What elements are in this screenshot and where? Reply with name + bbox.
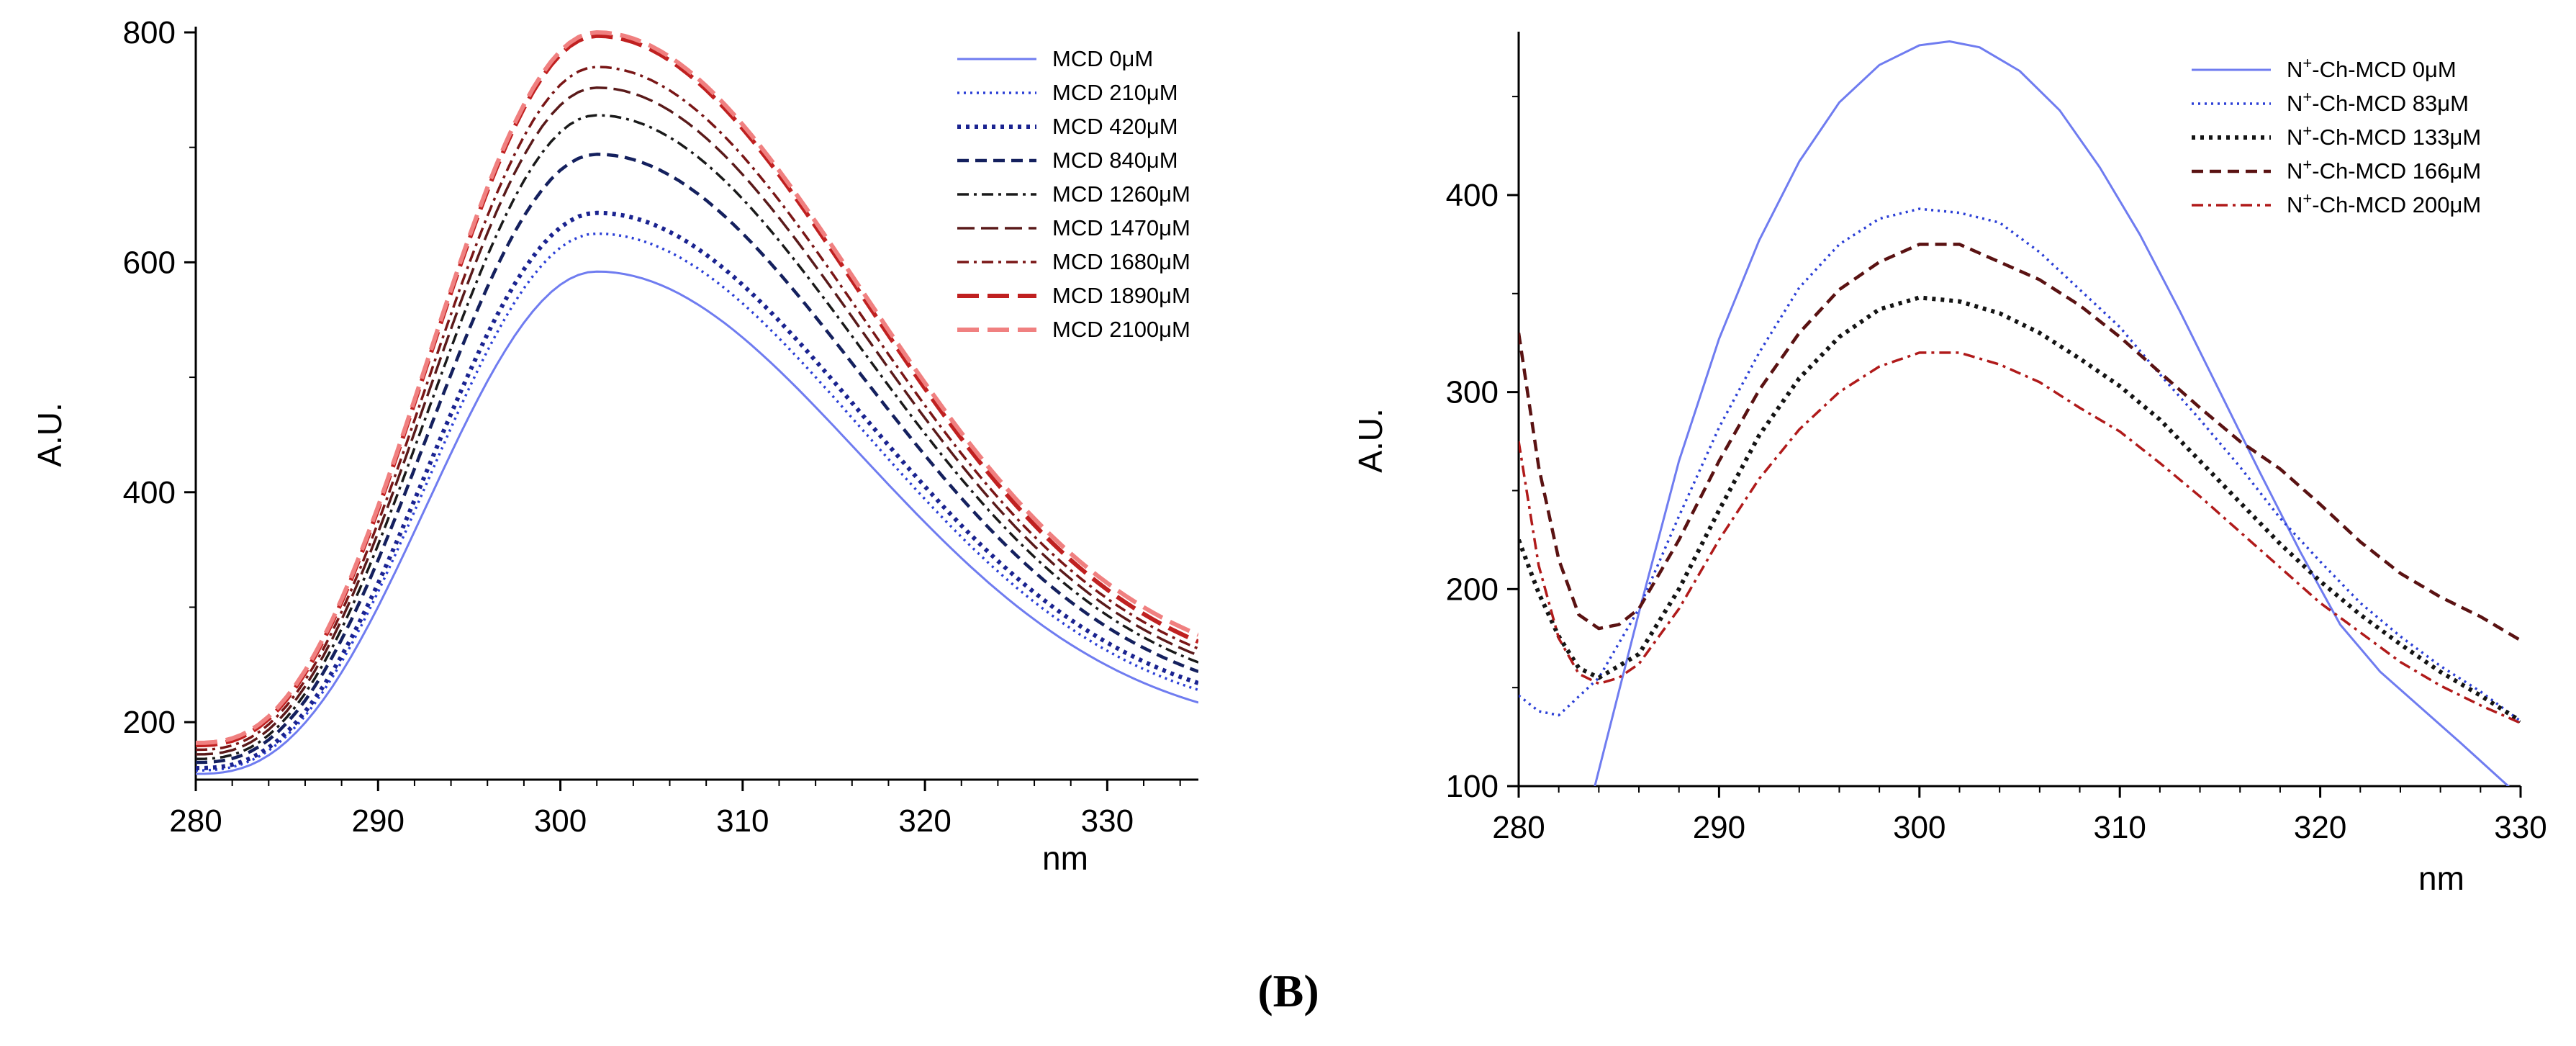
y-tick-label: 200 — [1446, 572, 1499, 607]
legend-entry-1: N+-Ch-MCD 0μM — [2287, 54, 2457, 82]
y-tick-label: 400 — [1446, 178, 1499, 213]
panel-label: (B) — [1257, 965, 1319, 1016]
legend-entry-2: MCD 210μM — [1052, 80, 1178, 105]
x-tick-label: 310 — [716, 803, 769, 839]
y-tick-label: 400 — [123, 475, 176, 510]
legend-entry-8: MCD 1890μM — [1052, 283, 1190, 308]
series-line-4 — [196, 153, 1198, 765]
legend-entry-7: MCD 1680μM — [1052, 249, 1190, 274]
series-line-2 — [196, 232, 1198, 772]
legend-entry-4: MCD 840μM — [1052, 148, 1178, 173]
series-line-2 — [1519, 207, 2521, 723]
x-tick-label: 290 — [352, 803, 405, 839]
series-line-5 — [1519, 351, 2521, 725]
x-tick-label: 290 — [1693, 810, 1745, 845]
y-tick-label: 600 — [123, 245, 176, 280]
y-axis-label: A.U. — [31, 402, 68, 466]
legend-entry-6: MCD 1470μM — [1052, 215, 1190, 240]
series-line-1 — [1594, 40, 2511, 786]
x-tick-label: 330 — [2494, 810, 2546, 845]
legend-entry-9: MCD 2100μM — [1052, 317, 1190, 342]
x-axis-label: nm — [1042, 839, 1088, 877]
y-tick-label: 300 — [1446, 375, 1499, 410]
chart-left-mcd: 280 290 300 310 320 330 200 400 600 800 A.U. nm MCD … — [31, 15, 1198, 877]
series-line-6 — [196, 86, 1198, 756]
x-tick-label: 300 — [1893, 810, 1945, 845]
series-line-1 — [196, 270, 1198, 775]
series-line-3 — [196, 210, 1198, 770]
legend-entry-2: N+-Ch-MCD 83μM — [2287, 88, 2469, 116]
chart-right-n-ch-mcd: 280 290 300 310 320 330 100 200 300 400 A.U. nm N+-C… — [1352, 32, 2547, 897]
x-tick-label: 300 — [534, 803, 587, 839]
x-tick-label: 280 — [169, 803, 222, 839]
series-line-9 — [196, 30, 1198, 745]
legend-entry-5: MCD 1260μM — [1052, 181, 1190, 207]
y-tick-label: 100 — [1446, 769, 1499, 804]
legend-entry-1: MCD 0μM — [1052, 46, 1153, 71]
x-axis-label: nm — [2418, 860, 2464, 897]
y-tick-label: 200 — [123, 705, 176, 740]
legend-entry-4: N+-Ch-MCD 166μM — [2287, 155, 2481, 184]
series-line-7 — [196, 66, 1198, 752]
series-line-4 — [1519, 243, 2521, 642]
x-tick-label: 330 — [1081, 803, 1134, 839]
y-axis-label: A.U. — [1352, 408, 1389, 472]
legend-entry-3: MCD 420μM — [1052, 114, 1178, 139]
y-tick-label: 800 — [123, 15, 176, 50]
x-tick-label: 320 — [898, 803, 951, 839]
x-tick-label: 310 — [2093, 810, 2146, 845]
legend-entry-3: N+-Ch-MCD 133μM — [2287, 122, 2481, 150]
series-line-5 — [196, 114, 1198, 761]
x-tick-label: 280 — [1492, 810, 1545, 845]
x-tick-label: 320 — [2294, 810, 2346, 845]
legend-entry-5: N+-Ch-MCD 200μM — [2287, 189, 2481, 217]
